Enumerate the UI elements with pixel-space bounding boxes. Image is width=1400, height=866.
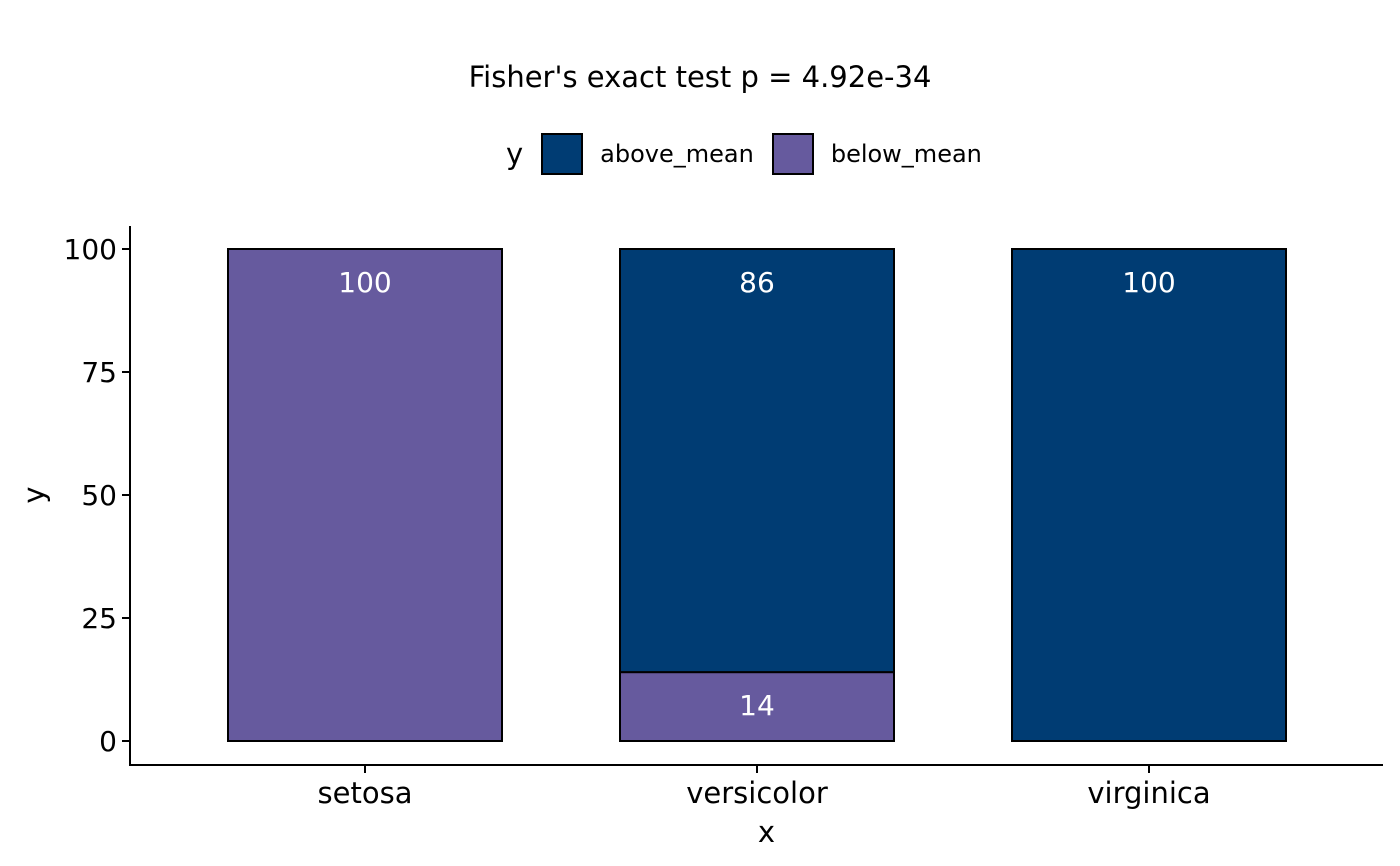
bar-label-virginica-above_mean: 100 xyxy=(1122,266,1175,299)
y-tick-label-100: 100 xyxy=(64,233,117,266)
x-tick-label-versicolor: versicolor xyxy=(686,776,828,810)
legend-swatch-below-mean xyxy=(771,133,814,175)
x-tick-label-virginica: virginica xyxy=(1087,776,1210,810)
bar-setosa-below_mean xyxy=(227,248,503,742)
x-tick-label-setosa: setosa xyxy=(318,776,413,810)
chart-title: Fisher's exact test p = 4.92e-34 xyxy=(468,60,932,94)
y-tick-label-25: 25 xyxy=(81,602,117,635)
bar-versicolor-below_mean xyxy=(619,671,895,742)
y-tick-label-0: 0 xyxy=(99,725,117,758)
bar-virginica-above_mean xyxy=(1011,248,1287,742)
x-axis-title: x xyxy=(758,815,775,849)
y-tick-label-75: 75 xyxy=(81,356,117,389)
bar-label-setosa-below_mean: 100 xyxy=(338,266,391,299)
bar-label-versicolor-below_mean: 14 xyxy=(739,689,775,722)
legend: y above_mean below_mean xyxy=(506,132,1000,176)
bar-versicolor-above_mean xyxy=(619,248,895,674)
legend-item-above-mean: above_mean xyxy=(541,133,754,175)
bar-label-versicolor-above_mean: 86 xyxy=(739,266,775,299)
y-tick-label-50: 50 xyxy=(81,479,117,512)
legend-item-below-mean: below_mean xyxy=(771,133,982,175)
legend-label-below-mean: below_mean xyxy=(830,140,982,168)
legend-label-above-mean: above_mean xyxy=(600,140,754,168)
y-axis-title: y xyxy=(17,486,51,503)
legend-swatch-above-mean xyxy=(541,133,584,175)
legend-title: y xyxy=(506,137,524,171)
